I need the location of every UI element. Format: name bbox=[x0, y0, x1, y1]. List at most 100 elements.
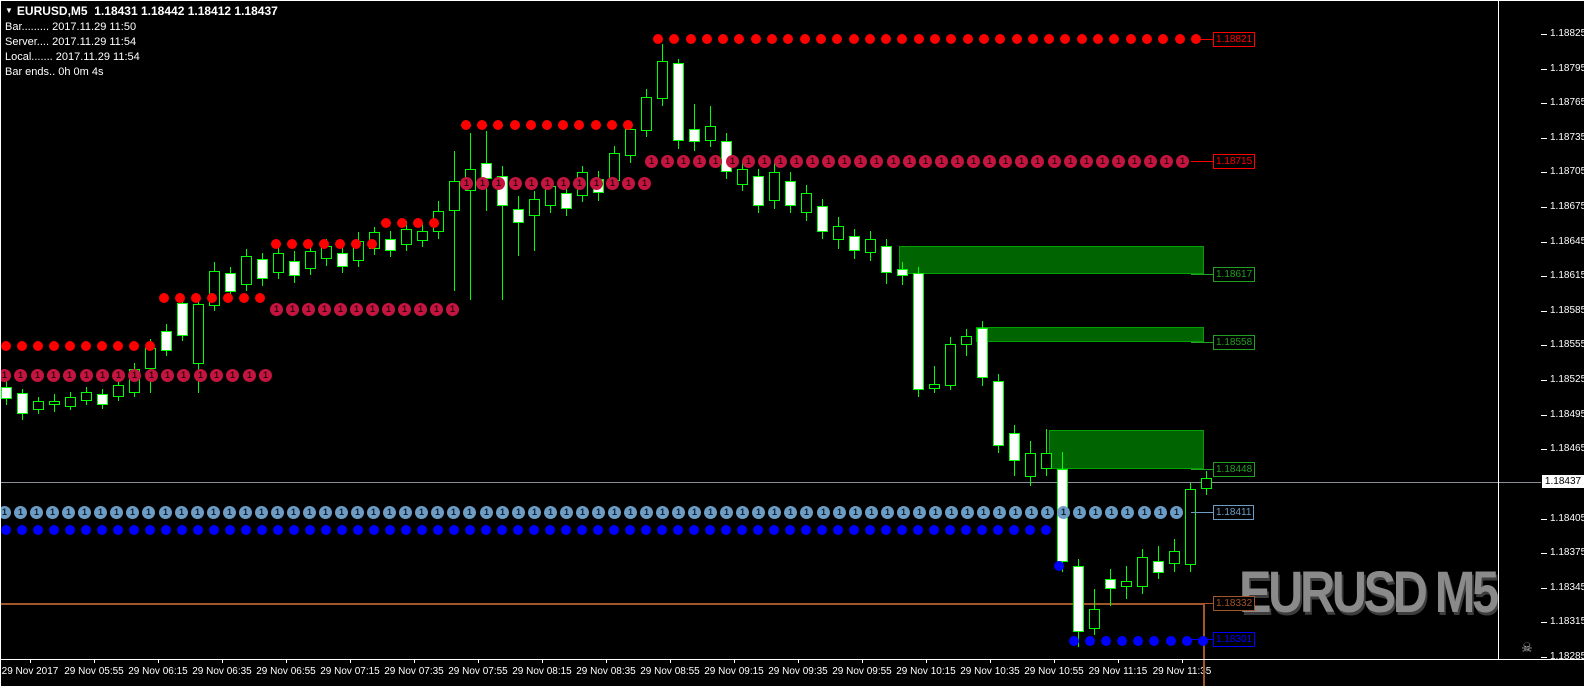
touch-count-marker: 1 bbox=[1057, 505, 1070, 519]
signal-dot bbox=[1109, 33, 1119, 44]
touch-count-marker: 1 bbox=[414, 302, 427, 316]
candle-body bbox=[417, 231, 428, 241]
supply-demand-zone[interactable] bbox=[976, 327, 1204, 343]
symbol-label: EURUSD,M5 bbox=[16, 4, 88, 18]
signal-dot bbox=[832, 33, 842, 44]
touch-count-marker: 1 bbox=[838, 154, 851, 168]
signal-dot bbox=[833, 525, 843, 536]
candle-body bbox=[785, 180, 796, 206]
candle-wick bbox=[502, 165, 503, 301]
touch-count-marker: 1 bbox=[1080, 154, 1093, 168]
signal-dot bbox=[351, 238, 361, 249]
touch-count-marker: 1 bbox=[833, 505, 846, 519]
touch-count-marker: 1 bbox=[800, 505, 813, 519]
time-axis-tick bbox=[926, 660, 927, 663]
supply-demand-zone[interactable] bbox=[899, 246, 1204, 274]
signal-dot bbox=[577, 525, 587, 536]
touch-count-marker: 1 bbox=[640, 505, 653, 519]
signal-dot bbox=[417, 525, 427, 536]
signal-dot bbox=[623, 120, 633, 131]
touch-count-marker: 1 bbox=[112, 369, 125, 383]
signal-dot bbox=[542, 120, 552, 131]
signal-dot bbox=[113, 525, 123, 536]
signal-dot bbox=[702, 33, 712, 44]
time-axis-label: 29 Nov 10:15 bbox=[896, 666, 956, 677]
signal-dot bbox=[193, 525, 203, 536]
touch-count-marker: 1 bbox=[573, 176, 586, 190]
touch-count-marker: 1 bbox=[1170, 505, 1183, 519]
touch-count-marker: 1 bbox=[693, 154, 706, 168]
touch-count-marker: 1 bbox=[622, 176, 635, 190]
candle-body bbox=[1105, 578, 1116, 589]
candle-body bbox=[1089, 608, 1100, 630]
signal-dot bbox=[385, 525, 395, 536]
time-axis-tick bbox=[158, 660, 159, 663]
signal-dot bbox=[1175, 33, 1185, 44]
touch-count-marker: 1 bbox=[606, 176, 619, 190]
signal-dot bbox=[767, 33, 777, 44]
current-price-line[interactable] bbox=[1, 482, 1541, 483]
signal-dot bbox=[591, 120, 601, 131]
touch-count-marker: 1 bbox=[870, 154, 883, 168]
signal-dot bbox=[129, 525, 139, 536]
touch-count-marker: 1 bbox=[951, 154, 964, 168]
touch-count-marker: 1 bbox=[1128, 154, 1141, 168]
price-axis-tick bbox=[1541, 380, 1547, 381]
time-axis-label: 29 Nov 09:55 bbox=[832, 666, 892, 677]
touch-count-marker: 1 bbox=[415, 505, 428, 519]
touch-count-marker: 1 bbox=[849, 505, 862, 519]
touch-count-marker: 1 bbox=[207, 505, 220, 519]
candle-body bbox=[833, 225, 844, 241]
signal-dot bbox=[209, 525, 219, 536]
touch-count-marker: 1 bbox=[1144, 154, 1157, 168]
candle-body bbox=[561, 193, 572, 210]
touch-count-marker: 1 bbox=[576, 505, 589, 519]
signal-dot bbox=[353, 525, 363, 536]
signal-dot bbox=[1133, 635, 1143, 646]
signal-dot bbox=[673, 525, 683, 536]
signal-dot bbox=[817, 525, 827, 536]
signal-dot bbox=[397, 218, 407, 229]
touch-count-marker: 1 bbox=[430, 302, 443, 316]
supply-demand-zone[interactable] bbox=[1049, 429, 1204, 469]
level-price-tag: 1.18332 bbox=[1213, 596, 1256, 611]
level-tag-dash bbox=[1191, 469, 1213, 470]
price-axis-label: 1.18495 bbox=[1550, 409, 1584, 420]
axis-separator-horizontal bbox=[1, 659, 1584, 660]
touch-count-marker: 1 bbox=[704, 505, 717, 519]
level-price-tag: 1.18448 bbox=[1213, 462, 1256, 477]
signal-dot bbox=[977, 525, 987, 536]
info-bar-ends: Bar ends.. 0h 0m 4s bbox=[5, 66, 104, 78]
info-local-time: Local....... 2017.11.29 11:54 bbox=[5, 51, 140, 63]
touch-count-marker: 1 bbox=[688, 505, 701, 519]
info-bar-time: Bar......... 2017.11.29 11:50 bbox=[5, 21, 137, 33]
candle-body bbox=[737, 168, 748, 186]
candle-body bbox=[1, 387, 12, 399]
level-tag-dash bbox=[1191, 639, 1213, 640]
touch-count-marker: 1 bbox=[1048, 154, 1061, 168]
touch-count-marker: 1 bbox=[709, 154, 722, 168]
time-axis-label: 29 Nov 06:55 bbox=[256, 666, 316, 677]
time-axis-tick bbox=[1182, 660, 1183, 663]
candle-wick bbox=[534, 190, 535, 251]
touch-count-marker: 1 bbox=[177, 369, 190, 383]
candle-body bbox=[1025, 452, 1036, 477]
signal-dot bbox=[271, 238, 281, 249]
price-axis-tick bbox=[1541, 103, 1547, 104]
level-price-tag: 1.18821 bbox=[1213, 32, 1256, 47]
touch-count-marker: 1 bbox=[913, 505, 926, 519]
signal-dot bbox=[513, 525, 523, 536]
signal-dot bbox=[113, 340, 123, 351]
touch-count-marker: 1 bbox=[1176, 154, 1189, 168]
candle-body bbox=[1121, 580, 1132, 587]
signal-dot bbox=[686, 33, 696, 44]
signal-dot bbox=[946, 33, 956, 44]
signal-dot bbox=[1041, 525, 1051, 536]
touch-count-marker: 1 bbox=[1073, 505, 1086, 519]
touch-count-marker: 1 bbox=[512, 505, 525, 519]
signal-dot bbox=[849, 33, 859, 44]
candle-body bbox=[705, 126, 716, 142]
support-line-orange[interactable] bbox=[1, 603, 1204, 605]
candle-body bbox=[161, 330, 172, 352]
